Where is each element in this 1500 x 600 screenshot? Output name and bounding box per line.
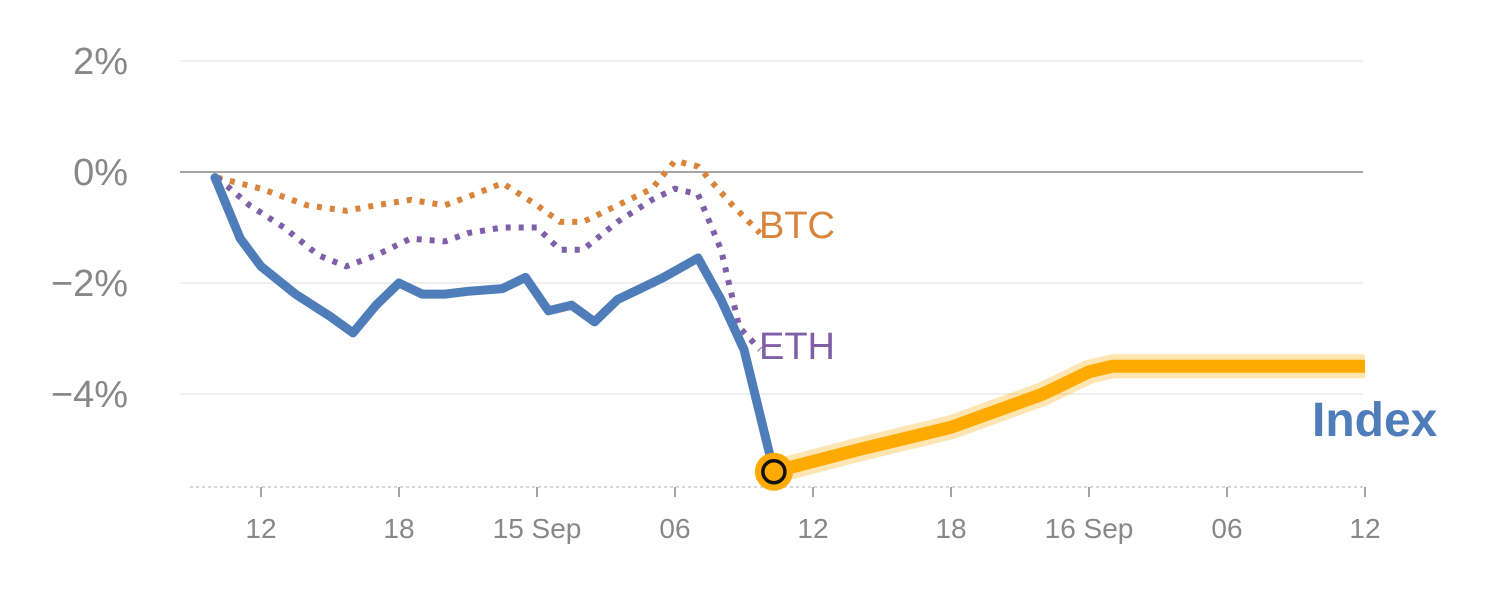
x-tick-label: 12 — [245, 513, 276, 544]
y-tick-label: −2% — [51, 263, 128, 305]
grid-lines — [180, 60, 1363, 395]
series-label-eth: ETH — [759, 326, 835, 368]
series-line-eth — [215, 175, 763, 352]
x-axis: 12 18 15 Sep 06 12 18 16 Sep 06 12 — [190, 486, 1381, 544]
series-line-index — [210, 173, 779, 477]
x-tick-label: 06 — [1211, 513, 1242, 544]
y-tick-label: 2% — [73, 41, 128, 83]
series-label-index: Index — [1312, 394, 1438, 447]
x-tick-label: 06 — [659, 513, 690, 544]
x-tick-label: 15 Sep — [493, 513, 582, 544]
series-line-forecast — [772, 359, 1365, 478]
y-axis-tick-labels: 2% 0% −2% −4% — [51, 41, 128, 416]
series-line-btc — [216, 157, 763, 236]
x-tick-label: 12 — [797, 513, 828, 544]
x-tick-label: 12 — [1349, 513, 1380, 544]
series-label-btc: BTC — [759, 205, 835, 247]
y-tick-label: −4% — [51, 374, 128, 416]
y-tick-label: 0% — [73, 152, 128, 194]
current-point-marker — [754, 452, 793, 491]
x-tick-label: 16 Sep — [1045, 513, 1134, 544]
x-tick-label: 18 — [383, 513, 414, 544]
series-lines — [210, 157, 1365, 484]
marker-point — [761, 458, 787, 485]
series-labels: BTC ETH Index — [759, 205, 1438, 447]
x-tick-label: 18 — [935, 513, 966, 544]
